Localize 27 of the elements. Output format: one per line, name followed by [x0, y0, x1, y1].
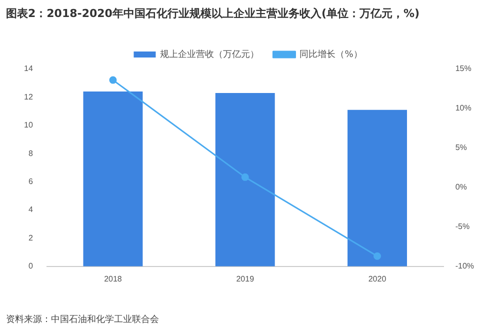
y-tick-label: 0 [28, 262, 34, 271]
y2-tick-label: 10% [455, 104, 472, 113]
chart-title: 图表2：2018-2020年中国石化行业规模以上企业主营业务收入(单位：万亿元，%) [6, 6, 420, 21]
bar [83, 92, 143, 266]
y-tick-label: 14 [24, 64, 34, 74]
y2-tick-label: 5% [455, 143, 467, 152]
y2-tick-label: 0% [455, 182, 467, 192]
y-tick-label: 10 [24, 120, 34, 130]
y-tick-label: 8 [28, 148, 34, 158]
y2-tick-label: -10% [455, 262, 474, 271]
point [109, 76, 117, 84]
legend-label: 同比增长（%） [300, 48, 362, 60]
y2-tick-label: -5% [455, 222, 470, 232]
bar [348, 110, 407, 266]
y2-tick-label: 15% [455, 64, 472, 74]
y-tick-label: 12 [24, 92, 34, 102]
y-tick-label: 6 [28, 177, 34, 186]
x-tick-label: 2018 [104, 274, 122, 284]
x-tick-label: 2019 [236, 274, 255, 284]
point [241, 173, 249, 181]
y-tick-label: 4 [28, 205, 34, 214]
text: 资料来源：中国石油和化学工业联合会 [6, 314, 159, 326]
bar [215, 92, 275, 266]
y-tick-label: 2 [28, 233, 34, 242]
x-tick-label: 2020 [368, 274, 387, 284]
legend-label: 规上企业营收（万亿元） [160, 48, 260, 60]
point [374, 252, 382, 260]
